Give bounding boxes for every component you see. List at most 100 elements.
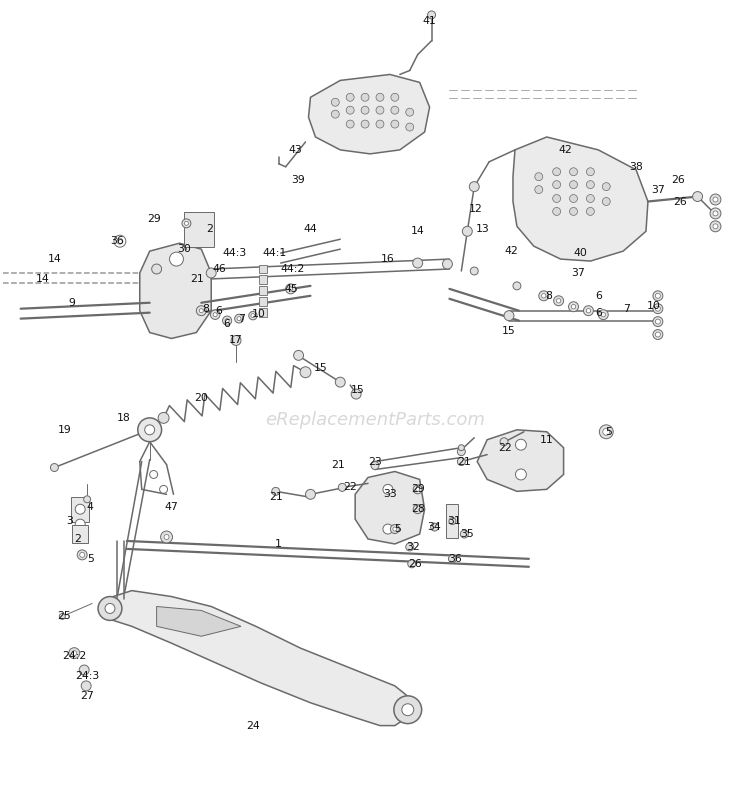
Circle shape bbox=[346, 120, 354, 128]
Text: 44:2: 44:2 bbox=[280, 264, 304, 274]
Circle shape bbox=[98, 596, 122, 621]
Text: 23: 23 bbox=[368, 457, 382, 466]
Circle shape bbox=[81, 681, 91, 691]
Circle shape bbox=[200, 309, 203, 312]
Text: 15: 15 bbox=[503, 325, 516, 336]
Polygon shape bbox=[513, 137, 648, 261]
Text: 44:1: 44:1 bbox=[262, 248, 286, 258]
Circle shape bbox=[586, 207, 594, 215]
Circle shape bbox=[117, 238, 123, 245]
Circle shape bbox=[164, 534, 169, 540]
Polygon shape bbox=[356, 471, 424, 544]
Circle shape bbox=[513, 282, 521, 290]
Circle shape bbox=[206, 268, 216, 278]
Text: 33: 33 bbox=[383, 489, 397, 500]
Circle shape bbox=[653, 316, 663, 327]
Circle shape bbox=[114, 236, 126, 247]
Circle shape bbox=[586, 308, 590, 313]
Circle shape bbox=[237, 316, 241, 320]
Circle shape bbox=[332, 98, 339, 107]
Circle shape bbox=[406, 108, 414, 116]
Text: 24:3: 24:3 bbox=[75, 671, 99, 681]
Text: 15: 15 bbox=[351, 385, 365, 395]
Circle shape bbox=[710, 221, 721, 232]
Text: 1: 1 bbox=[275, 539, 282, 549]
Circle shape bbox=[710, 194, 721, 205]
Text: 2: 2 bbox=[206, 224, 213, 234]
Polygon shape bbox=[140, 243, 212, 338]
Circle shape bbox=[462, 226, 472, 236]
Circle shape bbox=[402, 704, 414, 716]
Text: 31: 31 bbox=[448, 516, 461, 526]
Circle shape bbox=[584, 306, 593, 316]
Text: 6: 6 bbox=[216, 306, 223, 316]
Bar bbox=[259, 275, 267, 284]
Circle shape bbox=[383, 524, 393, 534]
Circle shape bbox=[713, 224, 718, 229]
Circle shape bbox=[653, 291, 663, 301]
Text: 5: 5 bbox=[87, 554, 94, 564]
Circle shape bbox=[603, 429, 610, 435]
Text: 21: 21 bbox=[332, 459, 345, 470]
Text: 38: 38 bbox=[629, 161, 643, 172]
Circle shape bbox=[458, 448, 465, 456]
Text: 16: 16 bbox=[381, 254, 394, 264]
Text: 14: 14 bbox=[35, 274, 50, 284]
Circle shape bbox=[448, 555, 457, 562]
Circle shape bbox=[416, 487, 420, 491]
Circle shape bbox=[572, 304, 576, 309]
Circle shape bbox=[569, 207, 578, 215]
Circle shape bbox=[376, 94, 384, 101]
Text: 11: 11 bbox=[540, 435, 554, 445]
Text: 8: 8 bbox=[202, 303, 208, 314]
Text: 21: 21 bbox=[190, 274, 204, 284]
Text: 24: 24 bbox=[246, 721, 259, 730]
Circle shape bbox=[346, 107, 354, 114]
Text: 44: 44 bbox=[304, 224, 317, 234]
Text: 2: 2 bbox=[74, 534, 81, 544]
Circle shape bbox=[713, 211, 718, 216]
Circle shape bbox=[289, 286, 292, 291]
Circle shape bbox=[569, 194, 578, 203]
Circle shape bbox=[105, 604, 115, 613]
Text: 29: 29 bbox=[147, 215, 160, 224]
Text: 8: 8 bbox=[545, 291, 552, 301]
Text: 39: 39 bbox=[292, 174, 305, 185]
Text: 14: 14 bbox=[411, 226, 424, 236]
Circle shape bbox=[598, 310, 608, 320]
Circle shape bbox=[170, 252, 184, 266]
Text: 10: 10 bbox=[647, 301, 661, 311]
Text: 5: 5 bbox=[394, 524, 401, 534]
Circle shape bbox=[406, 543, 414, 551]
Text: 7: 7 bbox=[238, 314, 245, 324]
Circle shape bbox=[145, 424, 154, 435]
Circle shape bbox=[383, 484, 393, 495]
Circle shape bbox=[538, 291, 549, 301]
Text: 46: 46 bbox=[212, 264, 226, 274]
Text: 17: 17 bbox=[230, 336, 243, 345]
Text: 10: 10 bbox=[252, 308, 266, 319]
Circle shape bbox=[656, 306, 660, 312]
Circle shape bbox=[430, 523, 439, 531]
Circle shape bbox=[599, 424, 613, 439]
Circle shape bbox=[406, 123, 414, 131]
Text: 19: 19 bbox=[58, 424, 71, 435]
Circle shape bbox=[158, 412, 169, 424]
Circle shape bbox=[75, 504, 86, 514]
Polygon shape bbox=[308, 74, 430, 154]
Polygon shape bbox=[477, 430, 563, 491]
Text: eReplacementParts.com: eReplacementParts.com bbox=[265, 411, 485, 429]
Bar bbox=[446, 504, 458, 538]
Circle shape bbox=[150, 470, 158, 479]
Text: 13: 13 bbox=[476, 224, 489, 234]
Text: 34: 34 bbox=[427, 522, 442, 532]
Bar bbox=[184, 212, 214, 247]
Text: 14: 14 bbox=[47, 254, 62, 264]
Circle shape bbox=[211, 310, 220, 320]
Text: 6: 6 bbox=[224, 319, 230, 328]
Text: 4: 4 bbox=[87, 502, 94, 512]
Circle shape bbox=[371, 462, 379, 470]
Circle shape bbox=[376, 120, 384, 128]
Text: 30: 30 bbox=[178, 245, 191, 254]
Circle shape bbox=[408, 560, 416, 568]
